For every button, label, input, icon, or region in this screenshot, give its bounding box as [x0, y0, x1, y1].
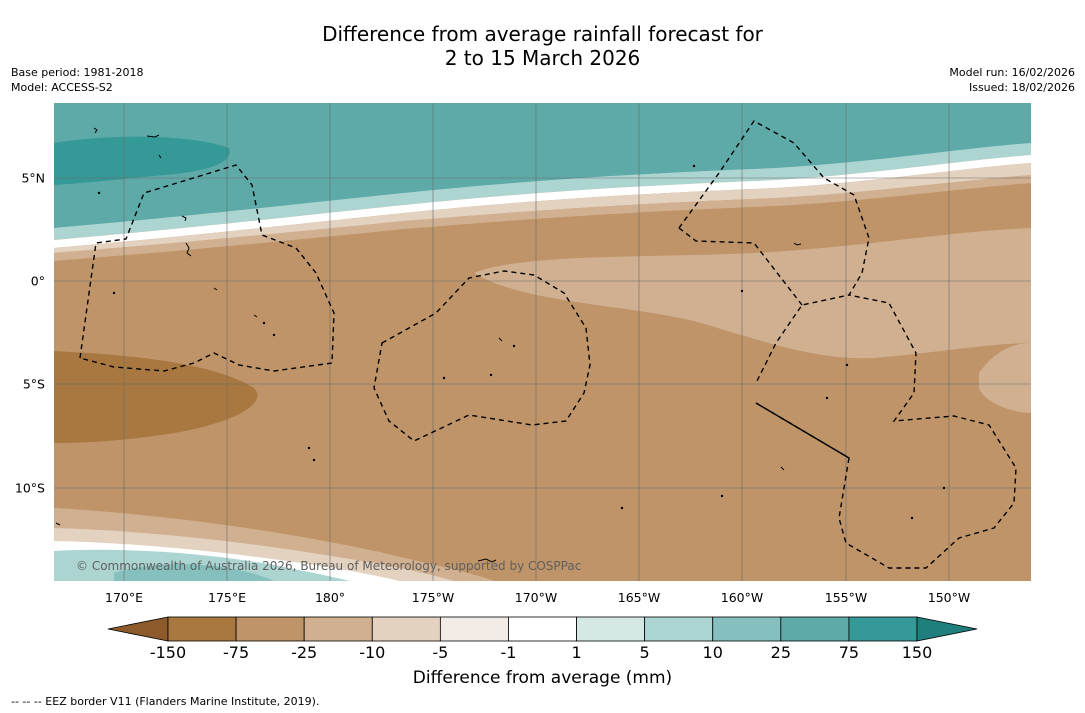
colorbar-tick-label: 75 [838, 643, 860, 662]
lon-label-170e: 170°E [104, 590, 144, 605]
colorbar-tick-label: -10 [359, 643, 386, 662]
lon-label-150w: 150°W [927, 590, 971, 605]
lon-label-160w: 160°W [720, 590, 764, 605]
colorbar-tick-label: 5 [639, 643, 650, 662]
lon-label-170w: 170°W [514, 590, 558, 605]
model-run: Model run: 16/02/2026 [949, 66, 1075, 79]
colorbar-tick-label: 25 [770, 643, 791, 662]
island-marker [442, 376, 446, 380]
field-north-trans-3 [54, 163, 1031, 253]
island-marker [845, 363, 849, 367]
field-north-wet [54, 103, 1031, 228]
lat-label-0: 0° [30, 273, 45, 289]
title-line-2: 2 to 15 March 2026 [444, 46, 641, 70]
colorbar-segment [848, 616, 918, 642]
eez-line-islands-north [678, 120, 870, 384]
island-marker [942, 486, 946, 490]
island-marker [793, 242, 802, 246]
lon-label-155w: 155°W [824, 590, 868, 605]
island-marker [910, 516, 914, 520]
island-marker [181, 215, 187, 222]
colorbar-tick-label: -150 [149, 643, 187, 662]
meta-left: Base period: 1981-2018 Model: ACCESS-S2 [11, 65, 143, 95]
field-south-wet-strong [114, 564, 274, 581]
copyright-notice: © Commonwealth of Australia 2026, Bureau… [76, 559, 582, 573]
lon-label-175e: 175°E [207, 590, 247, 605]
lon-label-180: 180° [314, 590, 346, 605]
colorbar-tick-label: 10 [702, 643, 723, 662]
colorbar-segment [371, 616, 441, 642]
island-marker [780, 466, 785, 471]
island-marker [158, 154, 162, 159]
field-southwest-strong-dry [54, 351, 258, 443]
lat-label-5n: 5°N [21, 170, 45, 186]
colorbar-tick-label: -25 [291, 643, 318, 662]
eez-line-islands-solid [755, 402, 850, 459]
colorbar-tick-label: -75 [223, 643, 250, 662]
field-north-trans-1 [54, 143, 1031, 240]
lat-label-10s: 10°S [14, 480, 45, 496]
island-marker [97, 191, 101, 195]
island-marker [477, 558, 497, 563]
title-line-1: Difference from average rainfall forecas… [322, 22, 763, 46]
island-marker [489, 373, 493, 377]
rainfall-anomaly-map [54, 103, 1031, 581]
island-marker [146, 134, 160, 138]
island-marker [185, 242, 192, 257]
colorbar-title: Difference from average (mm) [412, 668, 673, 688]
lon-label-175w: 175°W [411, 590, 455, 605]
colorbar-segment [712, 616, 782, 642]
model-name: Model: ACCESS-S2 [11, 81, 113, 94]
eez-phoenix-islands [373, 270, 591, 442]
island-marker [512, 344, 516, 348]
eez-line-islands-mid [678, 227, 803, 306]
colorbar-tick-label: 1 [571, 643, 582, 662]
eez-line-islands-south [755, 294, 1017, 569]
island-marker [620, 506, 624, 510]
colorbar-extend-low [107, 616, 169, 642]
eez-footnote: -- -- -- EEZ border V11 (Flanders Marine… [11, 695, 320, 708]
issued-date: Issued: 18/02/2026 [968, 81, 1075, 94]
colorbar-segment [508, 616, 577, 642]
colorbar-extend-high [916, 616, 978, 642]
island-marker [740, 289, 744, 293]
field-north-wet-strong [54, 136, 230, 185]
island-marker [720, 494, 724, 498]
colorbar-segment [167, 616, 237, 642]
colorbar-tick-label: -1 [500, 643, 517, 662]
island-marker [253, 314, 258, 318]
meta-right: Model run: 16/02/2026 Issued: 18/02/2026 [949, 65, 1075, 95]
field-central-light-dry [474, 228, 1031, 359]
island-marker [307, 446, 311, 450]
colorbar-segment [439, 616, 509, 642]
island-marker [262, 321, 266, 325]
colorbar-segment [303, 616, 373, 642]
colorbar-tick-label: -5 [432, 643, 449, 662]
island-marker [498, 337, 503, 342]
island-marker [213, 287, 218, 291]
colorbar-segment [235, 616, 305, 642]
colorbar-segment [644, 616, 714, 642]
island-marker [272, 333, 276, 337]
island-marker [312, 458, 316, 462]
island-marker [93, 127, 98, 134]
colorbar-segment [576, 616, 646, 642]
island-marker [112, 291, 116, 295]
lat-label-5s: 5°S [22, 376, 45, 392]
base-period: Base period: 1981-2018 [11, 66, 144, 79]
island-marker [825, 396, 829, 400]
map-title: Difference from average rainfall forecas… [0, 22, 1085, 70]
colorbar-segment [780, 616, 850, 642]
island-marker [692, 164, 696, 168]
field-north-trans-2 [54, 155, 1031, 248]
lon-label-165w: 165°W [617, 590, 661, 605]
field-east-light-dry [979, 343, 1031, 413]
colorbar [107, 616, 978, 642]
island-marker [55, 522, 61, 526]
field-north-light-dry [54, 175, 1031, 261]
colorbar-tick-label: 150 [901, 643, 933, 662]
